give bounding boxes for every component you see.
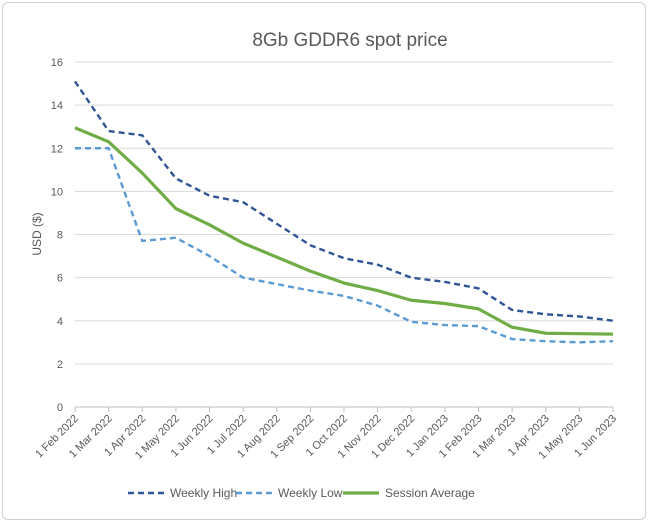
series-line-weekly-high <box>74 80 614 322</box>
y-tick-label: 4 <box>57 316 63 328</box>
legend-label: Session Average <box>385 486 475 500</box>
y-tick-label: 2 <box>57 359 63 371</box>
y-tick-label: 14 <box>51 100 63 112</box>
series-line-weekly-low <box>75 147 614 344</box>
series-line-session-average <box>74 126 614 336</box>
legend-label: Weekly Low <box>278 486 343 500</box>
y-tick-label: 8 <box>57 230 63 242</box>
y-tick-label: 12 <box>51 143 63 155</box>
y-tick-label: 16 <box>51 57 63 69</box>
legend-label: Weekly High <box>170 486 237 500</box>
chart-title: 8Gb GDDR6 spot price <box>252 30 447 51</box>
y-tick-label: 6 <box>57 273 63 285</box>
y-tick-label: 0 <box>57 402 63 414</box>
chart-frame <box>2 2 646 520</box>
y-tick-label: 10 <box>51 186 63 198</box>
y-axis-label: USD ($) <box>30 212 44 255</box>
